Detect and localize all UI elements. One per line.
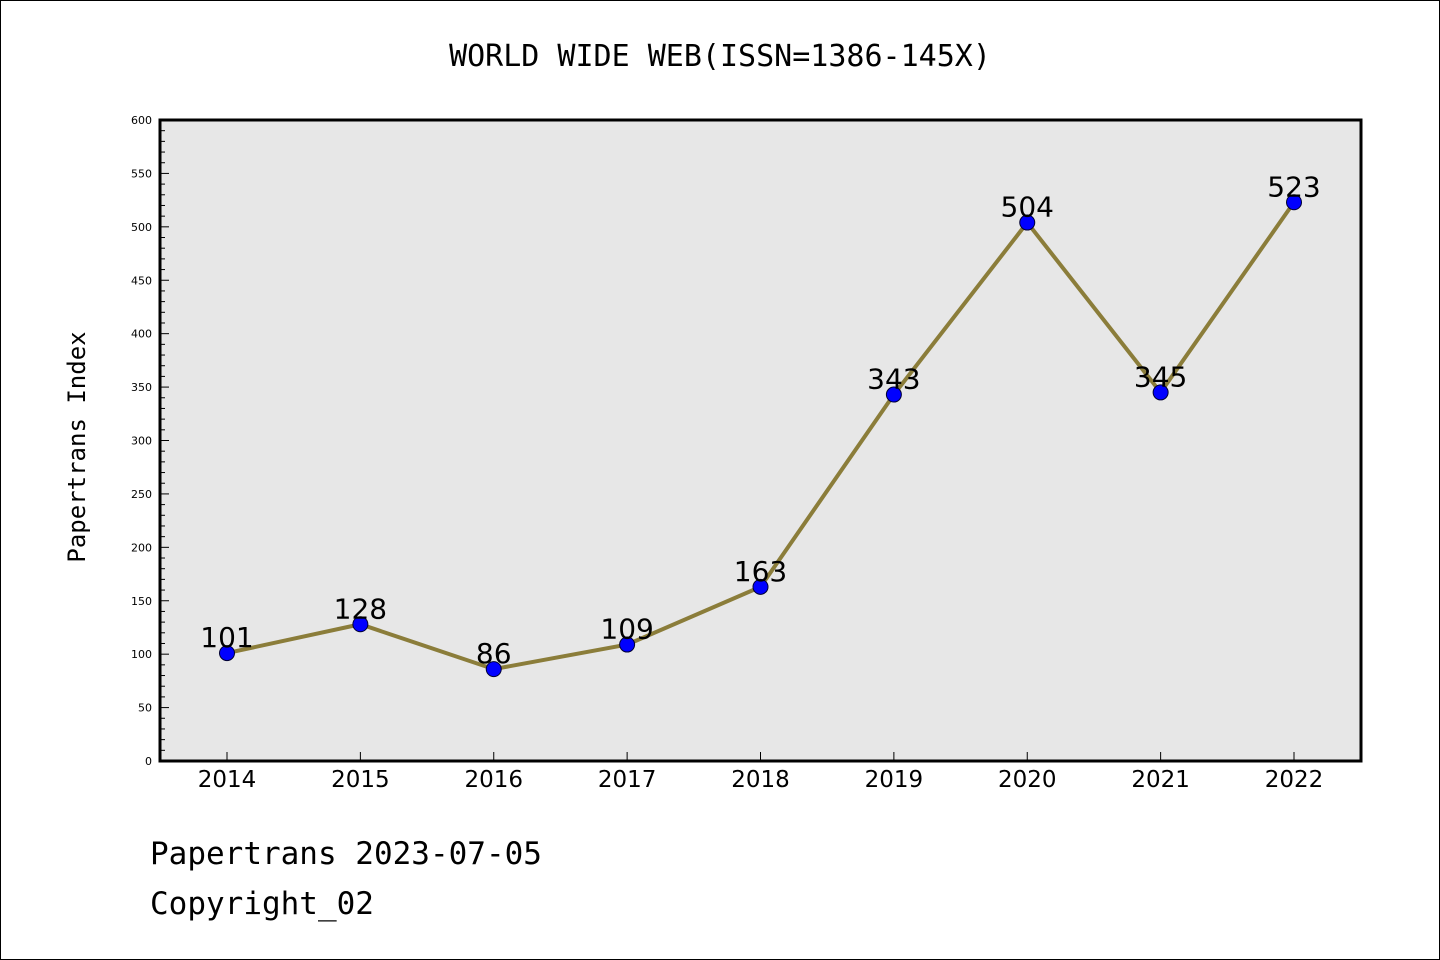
chart-title: WORLD WIDE WEB(ISSN=1386-145X) xyxy=(449,39,991,74)
y-tick-label: 0 xyxy=(145,755,152,768)
y-tick-label: 500 xyxy=(131,221,152,234)
y-tick-label: 600 xyxy=(131,114,152,127)
x-tick-label: 2017 xyxy=(598,767,657,793)
y-tick-label: 450 xyxy=(131,274,152,287)
data-label: 163 xyxy=(734,555,787,588)
data-label: 504 xyxy=(1001,191,1054,224)
x-tick-label: 2018 xyxy=(731,767,790,793)
x-tick-label: 2016 xyxy=(464,767,523,793)
series-group: 101 128 86 109 163 343 504 345 523 xyxy=(200,170,1321,678)
y-axis: 0 50 100 150 200 250 300 350 400 450 500 550 600 xyxy=(131,114,169,768)
data-point xyxy=(485,661,502,678)
data-point xyxy=(1286,194,1302,211)
footer-copyright: Copyright_02 xyxy=(150,886,374,922)
y-tick-label: 250 xyxy=(131,488,152,501)
x-tick-label: 2022 xyxy=(1265,767,1324,793)
footer-date: Papertrans 2023-07-05 xyxy=(150,836,542,872)
data-label: 86 xyxy=(476,637,512,670)
y-tick-label: 550 xyxy=(131,167,152,180)
x-tick-label: 2021 xyxy=(1131,767,1190,793)
data-point xyxy=(885,386,902,403)
x-tick-label: 2014 xyxy=(198,767,257,793)
y-axis-label: Papertrans Index xyxy=(63,331,91,562)
data-point xyxy=(752,578,769,595)
x-tick-label: 2020 xyxy=(998,767,1057,793)
y-tick-label: 300 xyxy=(131,435,152,448)
data-point xyxy=(1152,384,1169,401)
plot-area xyxy=(158,118,1363,763)
data-label: 343 xyxy=(867,363,920,396)
data-label: 345 xyxy=(1134,360,1187,393)
data-label: 128 xyxy=(334,592,387,625)
y-tick-label: 50 xyxy=(138,702,152,715)
data-label: 101 xyxy=(200,621,253,654)
data-point xyxy=(352,616,369,633)
y-tick-label: 100 xyxy=(131,648,152,661)
y-tick-label: 400 xyxy=(131,328,152,341)
data-label: 109 xyxy=(600,613,653,646)
y-tick-label: 200 xyxy=(131,541,152,554)
data-point xyxy=(219,645,235,662)
x-tick-label: 2015 xyxy=(331,767,390,793)
y-tick-label: 350 xyxy=(131,381,152,394)
x-axis: 2014 2015 2016 2017 2018 2019 2020 2021 2022 xyxy=(198,752,1324,793)
data-point xyxy=(1019,214,1036,231)
x-tick-label: 2019 xyxy=(865,767,924,793)
data-label: 523 xyxy=(1267,170,1320,203)
y-tick-label: 150 xyxy=(131,595,152,608)
data-point xyxy=(619,636,636,653)
